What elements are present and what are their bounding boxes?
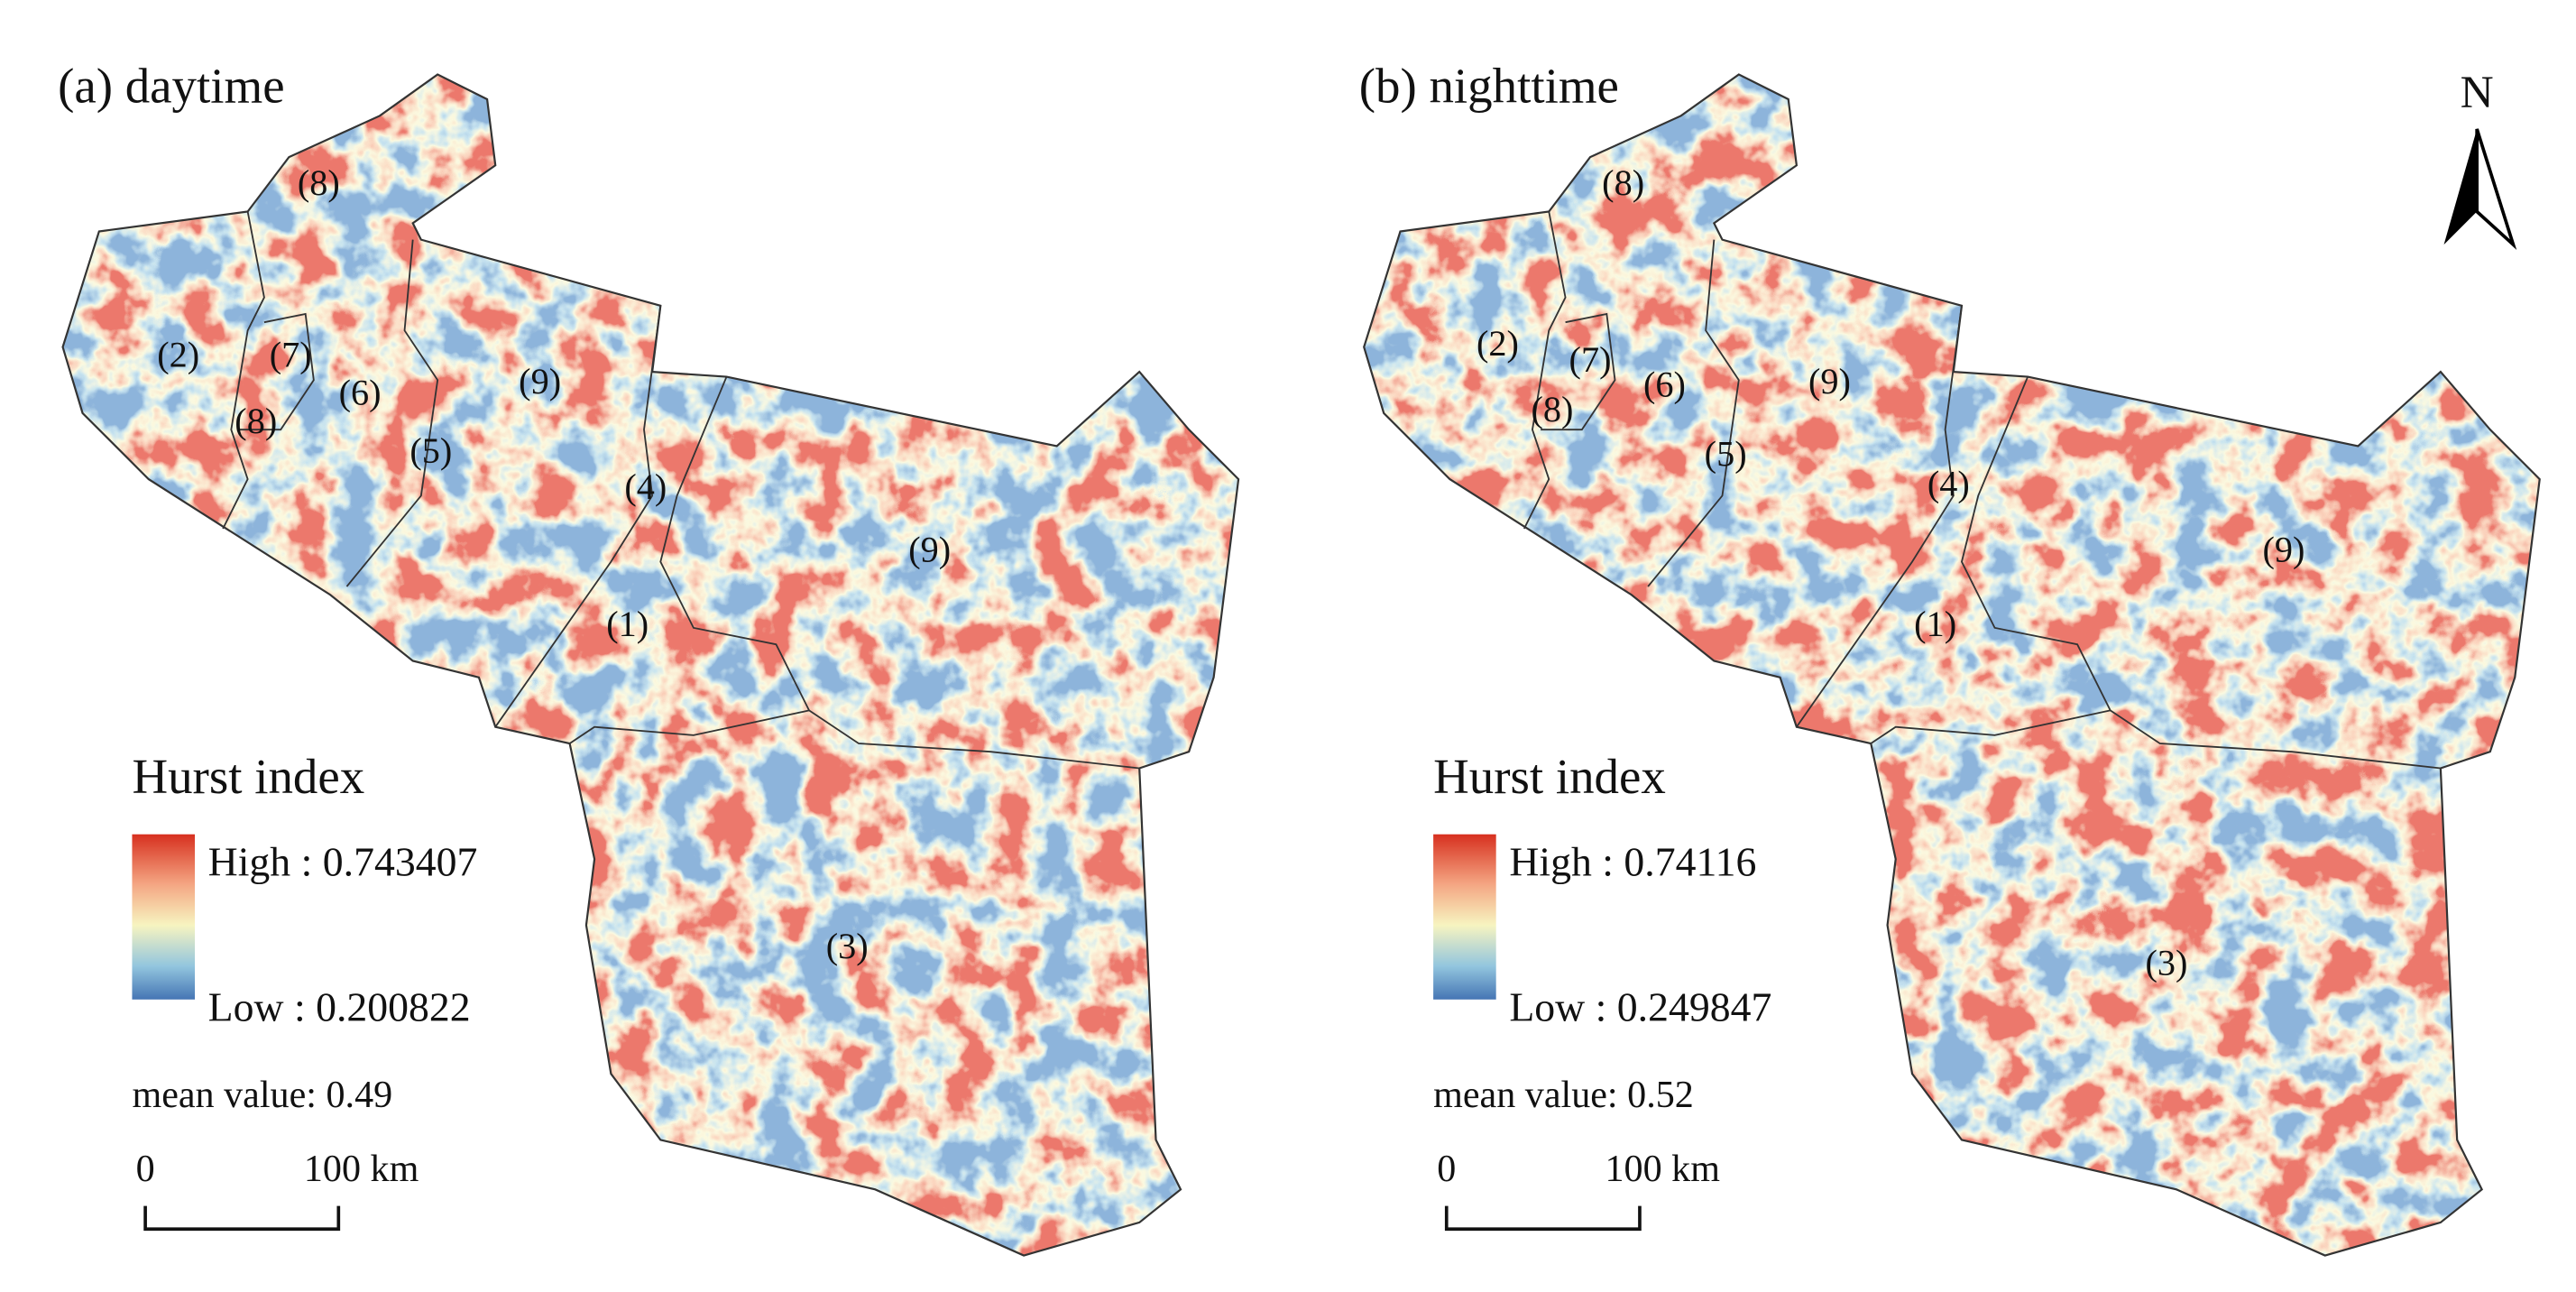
map-panel: (b) nighttime (8) (2) (7) (8) (6) (9) (5) (4) (9)…: [1359, 59, 2541, 1257]
legend-low: Low : 0.200822: [208, 984, 471, 1030]
legend-high: High : 0.74116: [1509, 838, 1756, 884]
region-label: (8): [298, 162, 340, 203]
scale-start: 0: [136, 1148, 155, 1190]
region-border: [1523, 211, 1567, 530]
scale-bar: [143, 1205, 341, 1232]
region-label: (5): [409, 430, 452, 471]
region-label: (9): [908, 530, 951, 570]
scale-end: 100 km: [304, 1148, 419, 1190]
region-border: [494, 305, 662, 728]
region-border: [1796, 305, 1963, 728]
legend-title: Hurst index: [132, 749, 364, 804]
region-border: [1960, 376, 2441, 770]
legend-title: Hurst index: [1433, 749, 1666, 804]
region-border: [239, 312, 315, 431]
region-border: [1541, 312, 1616, 431]
north-arrow: N: [2443, 67, 2517, 251]
region-label: (7): [270, 335, 312, 375]
legend-low: Low : 0.249847: [1509, 984, 1771, 1030]
region-label: (6): [339, 373, 382, 413]
region-label: (9): [2262, 530, 2305, 570]
region-label: (6): [1643, 365, 1686, 405]
region-label: (3): [826, 926, 869, 966]
region-label: (1): [606, 604, 649, 644]
mean-value: mean value: 0.49: [132, 1074, 392, 1116]
legend-colorbar: [1433, 834, 1496, 1000]
panel-title: (a) daytime: [58, 59, 285, 114]
region-label: (8): [1602, 162, 1644, 203]
region-border: [1647, 239, 1740, 587]
region-label: (8): [1531, 389, 1573, 429]
region-label: (5): [1705, 433, 1747, 474]
region-border: [569, 709, 810, 744]
region-border: [659, 376, 1140, 770]
scale-end: 100 km: [1605, 1148, 1721, 1190]
map-panel: (a) daytime (8) (2) (7) (8) (6) (9) (5) (4) (9) (1…: [58, 59, 1240, 1257]
region-label: (9): [1808, 361, 1851, 401]
legend-colorbar: [132, 834, 196, 1000]
region-label: (4): [1927, 463, 1970, 503]
scale-bar: [1444, 1205, 1642, 1232]
panel-title: (b) nighttime: [1359, 59, 1619, 114]
scale-start: 0: [1437, 1148, 1456, 1190]
north-arrow-left: [2443, 128, 2478, 245]
region-border: [345, 239, 439, 587]
region-label: (2): [1477, 323, 1519, 364]
region-border: [1870, 709, 2111, 744]
north-label: N: [2461, 67, 2494, 118]
region-label: (4): [624, 466, 667, 507]
region-label: (3): [2145, 942, 2187, 983]
region-label: (9): [519, 361, 561, 401]
region-label: (2): [157, 335, 199, 375]
region-label: (1): [1914, 604, 1956, 644]
north-arrow-right: [2475, 128, 2517, 251]
mean-value: mean value: 0.52: [1433, 1074, 1694, 1116]
region-border: [222, 211, 265, 530]
legend-high: High : 0.743407: [208, 838, 478, 884]
region-label: (8): [235, 401, 277, 441]
region-label: (7): [1569, 339, 1612, 380]
